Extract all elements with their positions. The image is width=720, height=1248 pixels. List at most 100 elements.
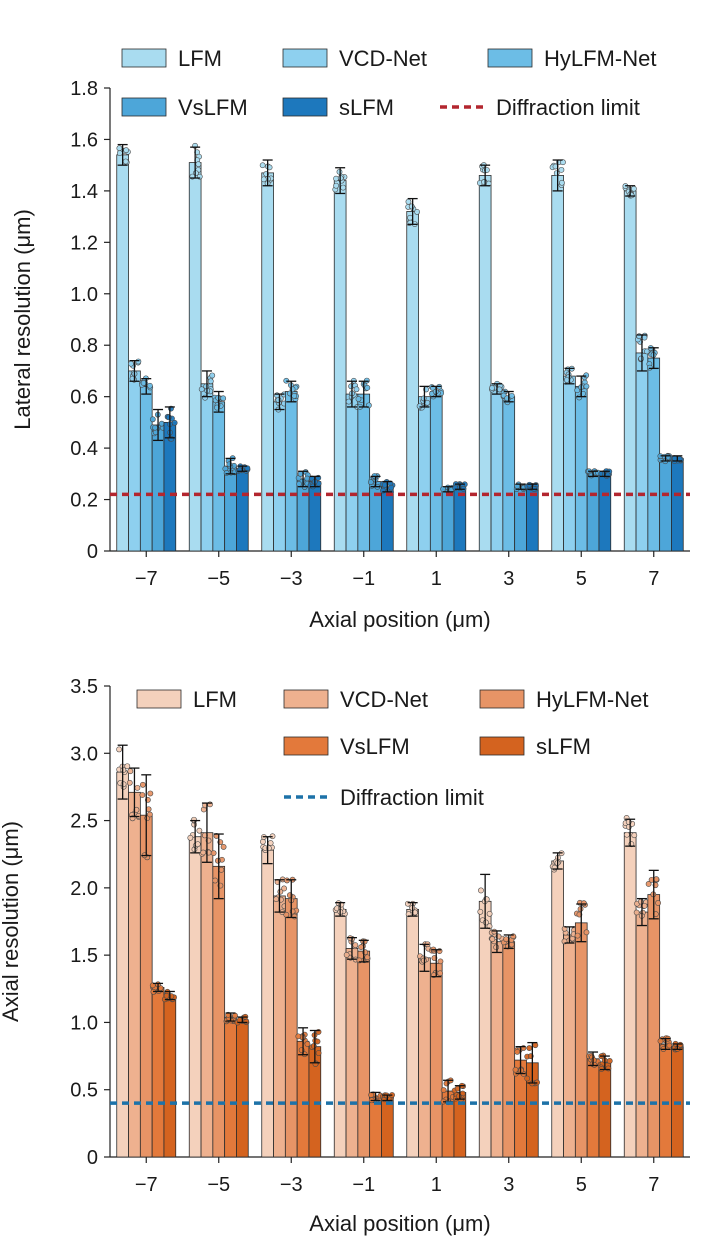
bar	[224, 465, 237, 552]
data-point	[220, 844, 227, 850]
legend-label: sLFM	[536, 734, 591, 759]
data-point	[606, 1058, 613, 1064]
data-point	[314, 1038, 321, 1045]
data-point	[440, 1087, 447, 1094]
data-point	[187, 834, 194, 841]
data-point	[123, 147, 130, 154]
data-point	[577, 906, 584, 912]
data-point	[310, 1043, 317, 1049]
x-tick-label: 3	[503, 568, 514, 590]
data-point	[532, 1042, 539, 1049]
y-tick-label: 0	[87, 541, 98, 563]
x-tick-label: −7	[135, 1174, 158, 1196]
data-point	[381, 482, 388, 488]
legend-swatch	[121, 97, 167, 117]
bar	[406, 211, 419, 552]
x-axis-title: Axial position (μm)	[309, 607, 490, 632]
y-axis-title: Axial resolution (μm)	[0, 821, 23, 1022]
y-tick-label: 0.2	[70, 490, 98, 512]
data-point	[631, 832, 638, 839]
data-point	[641, 902, 648, 909]
data-point	[486, 910, 493, 917]
bar	[406, 908, 419, 1158]
bar	[574, 385, 588, 552]
data-point	[477, 908, 484, 915]
data-point	[574, 932, 581, 939]
bar	[441, 488, 455, 552]
data-point	[340, 184, 347, 191]
data-point	[489, 385, 495, 391]
data-point	[226, 461, 233, 468]
data-point	[124, 763, 131, 770]
data-point	[336, 168, 343, 175]
x-tick-label: −3	[280, 1174, 303, 1196]
legend-label: sLFM	[339, 95, 394, 120]
bar	[212, 401, 226, 552]
legend-label: VsLFM	[340, 734, 410, 759]
data-point	[583, 383, 590, 390]
data-point	[194, 841, 201, 848]
data-point	[437, 970, 444, 977]
y-tick-label: 1.5	[70, 945, 98, 967]
bar	[659, 457, 672, 552]
y-tick-label: 3.0	[70, 743, 98, 765]
data-point	[605, 1065, 612, 1072]
legend-label: Diffraction limit	[340, 785, 484, 810]
bar	[490, 388, 504, 552]
data-point	[198, 386, 205, 393]
data-point	[135, 358, 142, 365]
bar	[357, 393, 371, 552]
data-point	[559, 179, 565, 186]
bar	[623, 190, 637, 552]
data-point	[416, 403, 423, 410]
data-point	[165, 414, 172, 421]
data-point	[200, 849, 207, 856]
data-point	[646, 364, 653, 371]
data-point	[196, 827, 203, 834]
data-point	[508, 392, 515, 399]
data-point	[210, 850, 217, 856]
data-point	[120, 767, 127, 773]
data-point	[574, 387, 581, 394]
data-point	[558, 166, 565, 173]
bar	[671, 457, 684, 552]
data-point	[666, 1042, 673, 1049]
bar	[116, 771, 129, 1158]
data-point	[259, 162, 266, 169]
data-point	[580, 900, 587, 907]
data-point	[116, 150, 123, 156]
legend-label: VsLFM	[178, 95, 248, 120]
bar	[551, 860, 564, 1158]
data-point	[638, 355, 645, 362]
data-point	[353, 386, 360, 393]
x-tick-label: 1	[431, 1174, 442, 1196]
bar	[284, 391, 298, 552]
data-point	[122, 158, 129, 165]
data-point	[171, 419, 178, 426]
bar	[647, 894, 661, 1158]
bar	[345, 948, 359, 1158]
y-tick-label: 0.5	[70, 1080, 98, 1102]
bar	[429, 962, 443, 1158]
data-point	[232, 1012, 238, 1019]
y-tick-label: 2.5	[70, 811, 98, 833]
legend-swatch	[479, 736, 525, 756]
data-point	[152, 424, 158, 431]
legend-swatch	[282, 48, 328, 68]
data-point	[590, 1057, 597, 1064]
data-point	[367, 479, 374, 486]
bar	[586, 473, 600, 552]
legend-label: LFM	[193, 687, 237, 712]
legend-label: VCD-Net	[340, 687, 428, 712]
legend-label: VCD-Net	[339, 46, 427, 71]
data-point	[489, 936, 496, 943]
bar	[163, 995, 177, 1158]
data-point	[295, 1033, 302, 1040]
data-point	[209, 372, 216, 379]
data-point	[220, 395, 227, 402]
data-point	[414, 209, 420, 215]
data-point	[408, 203, 415, 210]
x-tick-label: 5	[576, 1174, 587, 1196]
data-point	[657, 1038, 664, 1044]
